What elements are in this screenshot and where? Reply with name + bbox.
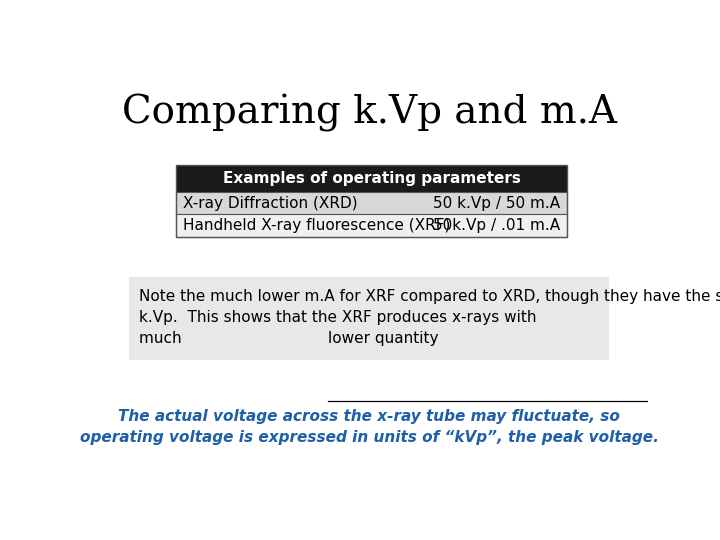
Text: Examples of operating parameters: Examples of operating parameters [223,171,521,186]
Text: lower quantity: lower quantity [328,331,438,346]
Text: Handheld X-ray fluorescence (XRF): Handheld X-ray fluorescence (XRF) [183,218,451,233]
Text: Comparing k.Vp and m.A: Comparing k.Vp and m.A [122,94,616,132]
Text: 50k.Vp / .01 m.A: 50k.Vp / .01 m.A [433,218,560,233]
FancyBboxPatch shape [176,214,567,238]
FancyBboxPatch shape [176,192,567,214]
FancyBboxPatch shape [129,277,609,360]
Text: Note the much lower m.A for XRF compared to XRD, though they have the same: Note the much lower m.A for XRF compared… [139,289,720,305]
Text: much: much [139,331,186,346]
Text: X-ray Diffraction (XRD): X-ray Diffraction (XRD) [183,195,358,211]
Bar [176,165,567,238]
Text: The actual voltage across the x-ray tube may fluctuate, so: The actual voltage across the x-ray tube… [118,409,620,424]
Text: 50 k.Vp / 50 m.A: 50 k.Vp / 50 m.A [433,195,560,211]
Text: operating voltage is expressed in units of “kVp”, the peak voltage.: operating voltage is expressed in units … [80,430,658,445]
Text: k.Vp.  This shows that the XRF produces x-rays with: k.Vp. This shows that the XRF produces x… [139,310,541,325]
FancyBboxPatch shape [176,165,567,192]
